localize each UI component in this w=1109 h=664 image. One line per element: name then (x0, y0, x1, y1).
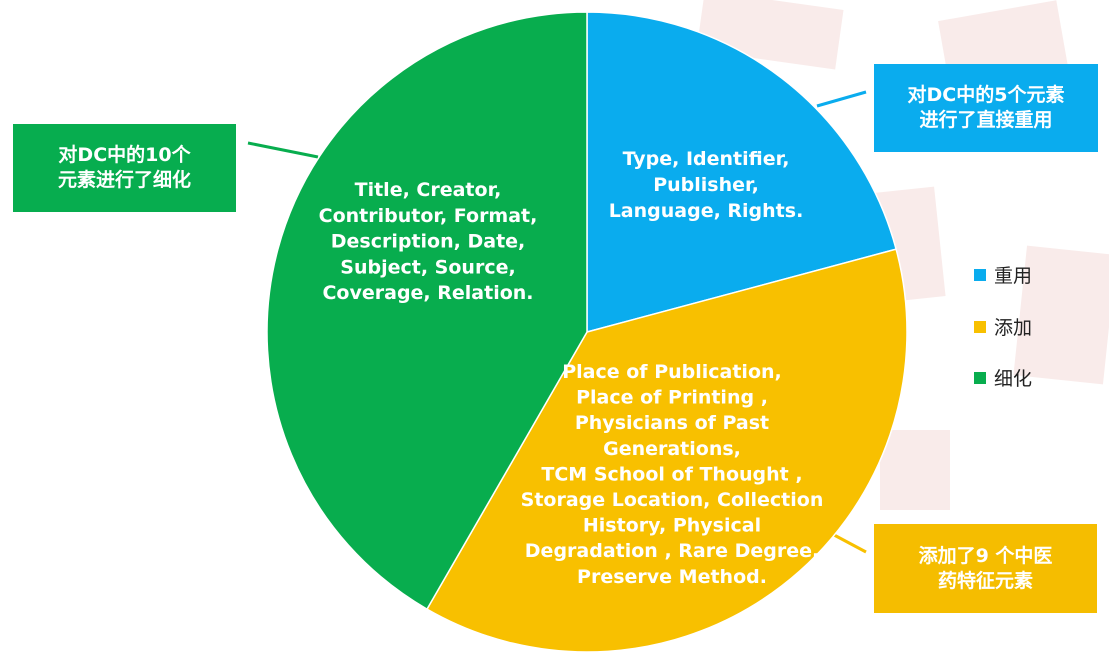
legend-item-reuse: 重用 (974, 261, 1032, 288)
connector-refine (247, 141, 319, 159)
legend-swatch-reuse (974, 268, 986, 281)
slice-label-add-line: Generations, (603, 438, 741, 460)
slice-label-reuse: Type, Identifier, Publisher, Language, Rig… (609, 148, 804, 222)
slice-label-add-line: Storage Location, Collection (521, 489, 824, 511)
legend-label-add: 添加 (994, 317, 1033, 339)
connector-reuse (816, 90, 867, 108)
callout-reuse: 对DC中的5个元素 进行了直接重用 (874, 64, 1098, 152)
slice-label-refine-line: Contributor, Format, (319, 205, 538, 227)
pie-slice-add (425, 248, 908, 653)
slice-label-refine-line: Description, Date, (331, 231, 526, 253)
callout-add-line-1: 添加了9 个中医 (918, 544, 1053, 567)
pie-slice-reuse (586, 11, 898, 333)
callout-add-line-2: 药特征元素 (937, 569, 1033, 592)
legend-item-refine: 细化 (974, 364, 1032, 391)
slice-label-refine-line: Coverage, Relation. (322, 282, 533, 304)
slice-label-reuse-line: Language, Rights. (609, 200, 804, 222)
legend-item-add: 添加 (974, 313, 1032, 340)
callout-refine-line-1: 对DC中的10个 (58, 144, 191, 166)
slice-label-add: Place of Publication, Place of Printing ,… (521, 361, 824, 588)
legend-swatch-refine (974, 371, 986, 384)
legend-swatch-add (974, 320, 986, 333)
slice-label-reuse-line: Publisher, (653, 174, 759, 196)
slice-label-add-line: Physicians of Past (575, 412, 769, 434)
slice-label-add-line: Degradation , Rare Degree, (525, 540, 819, 562)
slice-label-add-line: Place of Publication, (562, 361, 782, 383)
callout-refine-line-2: 元素进行了细化 (57, 169, 191, 191)
slice-label-add-line: History, Physical (583, 515, 761, 537)
callout-reuse-line-2: 进行了直接重用 (919, 109, 1053, 131)
slice-label-refine: Title, Creator, Contributor, Format, Descr… (319, 179, 538, 304)
slice-label-reuse-line: Type, Identifier, (623, 148, 790, 170)
legend-label-refine: 细化 (994, 368, 1033, 390)
callout-refine: 对DC中的10个 元素进行了细化 (13, 124, 236, 212)
callout-reuse-line-1: 对DC中的5个元素 (907, 84, 1065, 106)
slice-label-add-line: Place of Printing , (576, 387, 768, 409)
slice-label-add-line: TCM School of Thought , (541, 463, 802, 485)
slice-label-refine-line: Subject, Source, (340, 256, 515, 278)
pie-slice-refine (266, 11, 588, 611)
legend-label-reuse: 重用 (994, 265, 1033, 287)
slice-label-add-line: Preserve Method. (577, 566, 767, 588)
slice-label-refine-line: Title, Creator, (355, 179, 502, 201)
callout-add: 添加了9 个中医 药特征元素 (874, 524, 1097, 613)
